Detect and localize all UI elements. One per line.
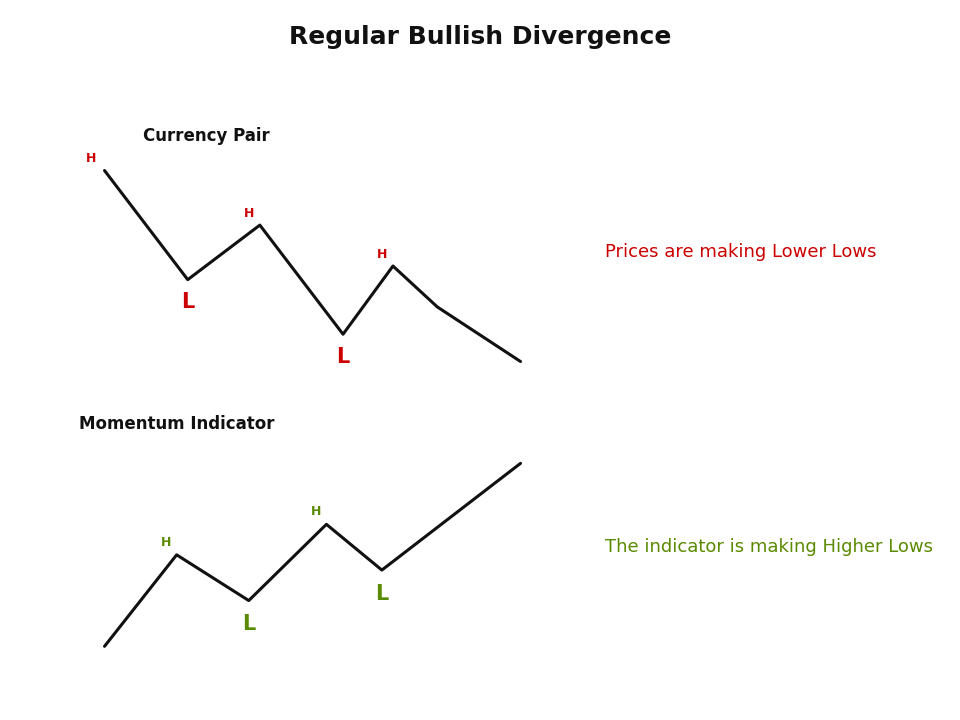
Text: L: L [181,292,194,312]
Text: The indicator is making Higher Lows: The indicator is making Higher Lows [605,539,933,556]
Text: L: L [336,346,349,366]
Text: H: H [160,536,171,549]
Text: Momentum Indicator: Momentum Indicator [79,415,275,433]
Text: H: H [244,207,254,220]
Text: H: H [377,248,388,261]
Text: H: H [310,505,321,518]
Text: L: L [242,614,255,634]
Text: Regular Bullish Divergence: Regular Bullish Divergence [289,25,671,49]
Text: Currency Pair: Currency Pair [143,127,270,145]
Text: L: L [375,584,389,604]
Text: H: H [85,152,96,165]
Text: Prices are making Lower Lows: Prices are making Lower Lows [605,243,876,261]
